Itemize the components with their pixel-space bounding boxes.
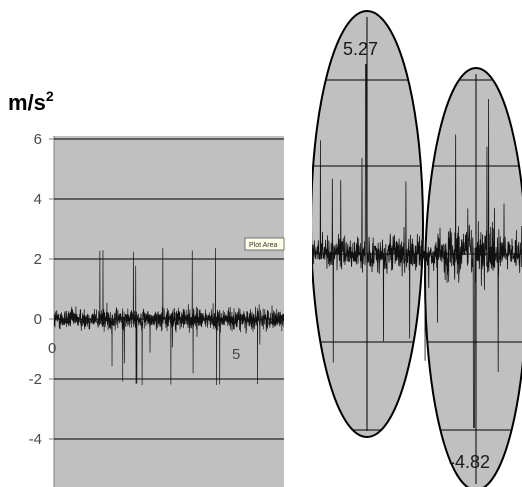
left-signal-trace [54,248,284,386]
y-unit-label: m/s2 [8,88,54,115]
right-trace [312,63,522,428]
y-unit-text: m/s [8,90,46,115]
left-plot-area[interactable] [54,136,284,487]
left-ytick-label-3: 0 [34,311,42,328]
left-ytick-label-5: -4 [29,431,42,448]
left-xtick-label-0: 0 [48,340,56,357]
left-xtick-label-5: 5 [232,346,240,363]
y-unit-exponent: 2 [46,88,54,104]
tooltip-box [244,237,285,251]
left-yticks: 6 4 2 0 -2 -4 [29,131,54,448]
tooltip-text: Plot Area [249,242,278,249]
left-ytick-label-0: 6 [34,131,42,148]
min-value-label: -4.82 [449,452,490,472]
right-signal-trace [312,63,522,428]
left-ytick-label-4: -2 [29,371,42,388]
right-chart: 5.27 -4.82 [312,10,522,487]
plot-area-tooltip: Plot Area [244,237,285,251]
left-ytick-label-2: 2 [34,251,42,268]
max-value-label: 5.27 [343,39,378,59]
left-trace [54,248,284,386]
left-ytick-label-1: 4 [34,191,42,208]
